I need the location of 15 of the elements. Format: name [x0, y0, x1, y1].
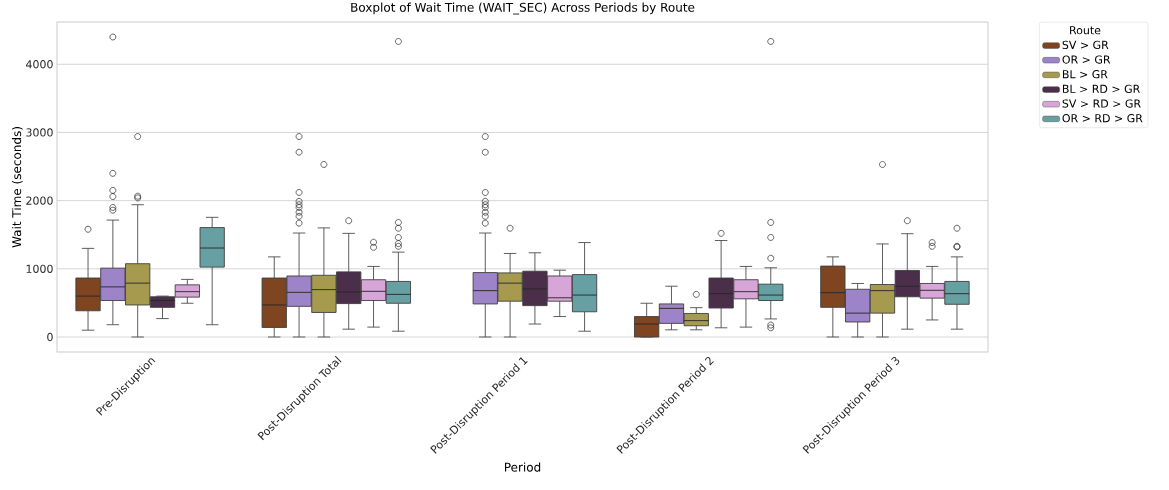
y-axis-title: Wait Time (seconds)	[11, 127, 23, 248]
legend-label: OR > RD > GR	[1062, 114, 1143, 123]
y-tick-label: 0	[47, 332, 53, 342]
x-axis-title: Period	[504, 462, 541, 472]
y-tick-label: 1000	[26, 264, 53, 273]
legend-label: BL > GR	[1062, 70, 1108, 79]
legend-label: SV > RD > GR	[1062, 99, 1141, 108]
y-tick-label: 4000	[26, 60, 53, 69]
legend-label: BL > RD > GR	[1062, 84, 1140, 94]
y-tick-label: 3000	[26, 128, 53, 137]
legend-title: Route	[1070, 26, 1101, 35]
legend-label: SV > GR	[1062, 40, 1109, 50]
chart-title: Boxplot of Wait Time (WAIT_SEC) Across Periods by Route	[351, 2, 695, 15]
y-tick-label: 2000	[26, 196, 53, 205]
legend-label: OR > GR	[1062, 55, 1111, 64]
